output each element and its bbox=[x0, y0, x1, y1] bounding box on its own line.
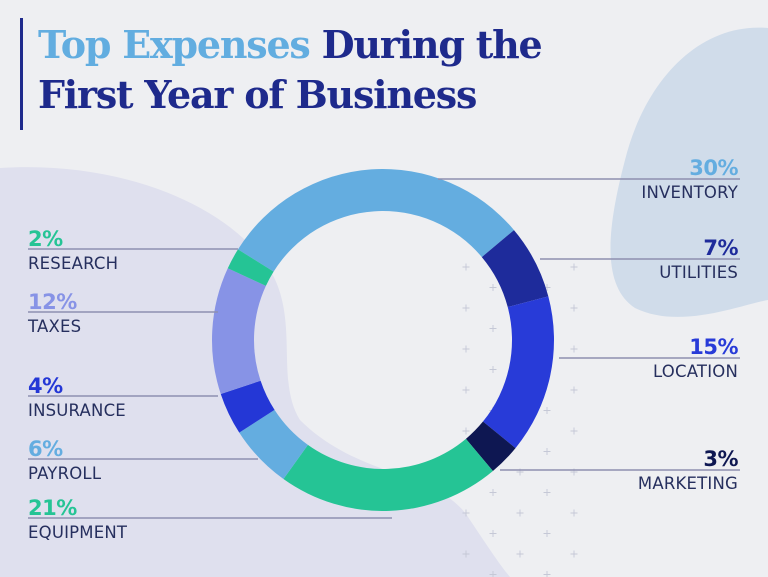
insurance-name: INSURANCE bbox=[28, 401, 126, 420]
taxes-pct: 12% bbox=[28, 290, 77, 314]
donut-segment-inventory bbox=[237, 169, 514, 272]
label-marketing: 3% MARKETING bbox=[637, 447, 739, 495]
utilities-name: UTILITIES bbox=[659, 263, 738, 282]
title-accent-bar bbox=[20, 18, 23, 130]
donut-segment-location bbox=[482, 296, 554, 449]
marketing-pct: 3% bbox=[703, 447, 738, 471]
donut-segment-taxes bbox=[212, 268, 266, 394]
equipment-pct: 21% bbox=[28, 496, 77, 520]
research-name: RESEARCH bbox=[28, 254, 119, 273]
page-title: Top Expenses During the First Year of Bus… bbox=[38, 20, 543, 120]
label-location: 15% LOCATION bbox=[653, 335, 739, 383]
label-insurance: 4% INSURANCE bbox=[28, 375, 126, 422]
inventory-name: INVENTORY bbox=[641, 183, 738, 202]
donut-segment-utilities bbox=[481, 230, 549, 308]
donut-segment-equipment bbox=[283, 438, 493, 511]
location-name: LOCATION bbox=[653, 362, 738, 381]
utilities-pct: 7% bbox=[703, 236, 738, 260]
donut-segment-research bbox=[227, 249, 274, 286]
taxes-name: TAXES bbox=[28, 317, 82, 336]
label-taxes: 12% TAXES bbox=[28, 291, 81, 338]
inventory-pct: 30% bbox=[689, 156, 738, 180]
donut-segment-insurance bbox=[220, 380, 275, 433]
label-research: 2% RESEARCH bbox=[28, 228, 118, 275]
payroll-pct: 6% bbox=[28, 437, 63, 461]
label-inventory: 30% INVENTORY bbox=[641, 157, 738, 204]
equipment-name: EQUIPMENT bbox=[28, 523, 128, 542]
marketing-name: MARKETING bbox=[637, 474, 738, 493]
title-accent-text: Top Expenses bbox=[38, 22, 311, 67]
location-pct: 15% bbox=[689, 335, 738, 359]
payroll-name: PAYROLL bbox=[28, 464, 102, 483]
label-payroll: 6% PAYROLL bbox=[28, 438, 101, 485]
insurance-pct: 4% bbox=[28, 374, 63, 398]
research-pct: 2% bbox=[28, 227, 63, 251]
right-blob bbox=[610, 27, 768, 317]
title-line2: First Year of Business bbox=[38, 72, 477, 117]
label-equipment: 21% EQUIPMENT bbox=[28, 497, 127, 544]
donut-segment-marketing bbox=[465, 421, 516, 471]
donut-segment-payroll bbox=[239, 409, 308, 480]
label-utilities: 7% UTILITIES bbox=[659, 237, 738, 284]
title-line1-rest: During the bbox=[309, 22, 543, 67]
